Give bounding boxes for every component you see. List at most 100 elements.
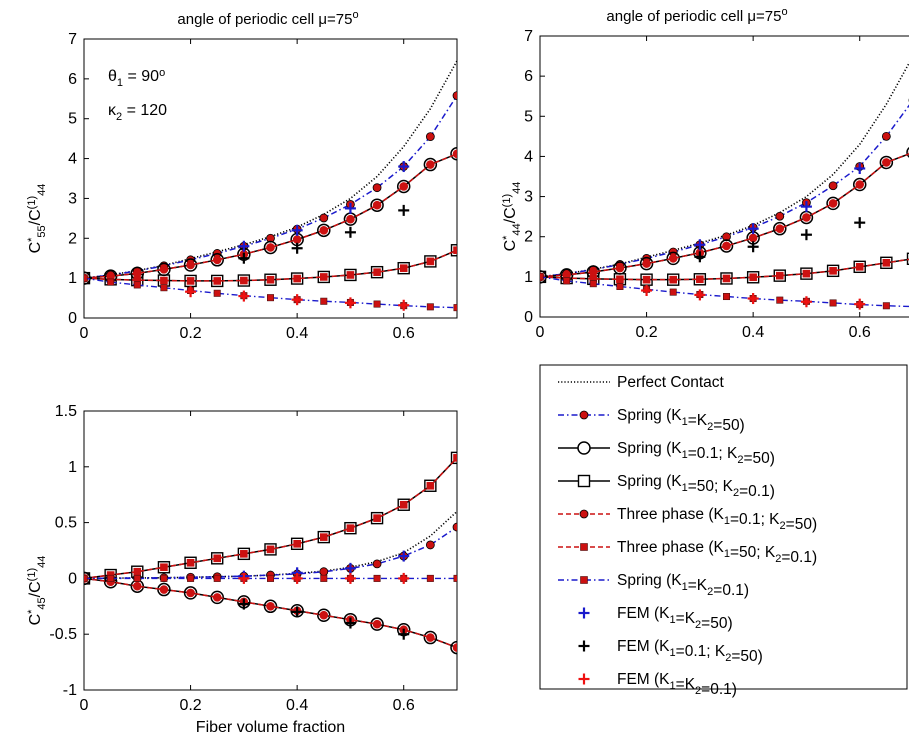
data-point	[450, 147, 457, 161]
series-line	[540, 276, 909, 308]
data-point	[424, 255, 437, 268]
data-point	[266, 545, 275, 554]
data-point	[263, 240, 278, 255]
series-5	[84, 149, 457, 283]
data-point	[293, 540, 301, 548]
legend-label: Spring (K1=K2=50)	[617, 407, 745, 434]
data-point	[425, 132, 435, 142]
data-point	[802, 269, 811, 278]
data-point	[396, 179, 411, 194]
legend-item-7: Spring (K1=K2=0.1)	[558, 572, 749, 599]
legend: Perfect Contact Spring (K1=K2=50) Spring (…	[539, 364, 908, 698]
legend-box	[539, 364, 908, 690]
data-point	[452, 149, 457, 159]
data-point	[187, 574, 195, 582]
data-point	[722, 241, 731, 251]
data-point	[183, 586, 198, 600]
x-tick-label: 0	[536, 324, 545, 341]
data-point	[450, 451, 457, 465]
data-point	[399, 182, 409, 191]
data-point	[320, 574, 328, 582]
data-point	[266, 233, 275, 243]
data-point	[666, 251, 680, 266]
y-tick-label: 1	[68, 459, 77, 476]
series-5	[84, 574, 457, 652]
y-tick-label: 4	[524, 148, 533, 165]
data-point	[157, 561, 171, 574]
fem-point	[291, 242, 303, 254]
legend-label: Spring (K1=0.1; K2=50)	[617, 440, 775, 467]
fem-series-3	[185, 286, 410, 311]
data-point	[373, 300, 381, 308]
fem-point	[344, 562, 356, 574]
y-tick-label: -0.5	[49, 626, 77, 643]
data-point	[882, 302, 890, 310]
data-point	[212, 255, 222, 265]
data-point	[423, 157, 438, 172]
fem-point	[398, 161, 410, 173]
plot-marks	[84, 451, 457, 655]
series-5	[540, 150, 909, 282]
data-point	[132, 581, 142, 591]
data-point	[266, 574, 274, 582]
legend-item-8: FEM (K1=K2=50)	[578, 605, 733, 632]
data-point	[317, 223, 331, 238]
data-point	[719, 239, 734, 253]
fem-point	[344, 202, 356, 214]
y-tick-label: 3	[68, 190, 77, 207]
fem-series-1	[238, 161, 410, 252]
data-point	[346, 271, 355, 279]
fem-point	[747, 293, 759, 305]
y-tick-label: 0	[68, 310, 77, 327]
legend-item-2: Spring (K1=K2=50)	[558, 407, 745, 434]
chart-title: angle of periodic cell μ=75o	[177, 9, 358, 28]
fem-point	[344, 617, 356, 629]
data-point	[425, 540, 435, 550]
x-tick-label: 0.6	[393, 325, 415, 342]
y-tick-label: -1	[63, 682, 77, 699]
data-point	[132, 269, 142, 278]
data-point	[880, 256, 893, 270]
fem-point	[238, 598, 250, 610]
legend-label: Three phase (K1=50; K2=0.1)	[617, 539, 817, 566]
data-point	[828, 181, 838, 191]
x-tick-label: 0.4	[286, 697, 308, 714]
data-point	[372, 619, 382, 629]
data-point	[160, 284, 168, 292]
y-tick-label: 0	[68, 570, 77, 587]
chart-title: angle of periodic cell μ=75o	[606, 6, 787, 25]
fem-point	[854, 162, 866, 174]
chart-panel-1: 0 0.2 0.4 0.6 0 1 2 3 4 5 6 7 angle of periodic cell…	[26, 9, 458, 342]
data-point	[290, 537, 304, 551]
fem-series-2	[238, 598, 410, 640]
data-point	[266, 601, 275, 611]
y-axis-label: C*45/C(1)44	[26, 556, 48, 626]
x-tick-label: 0.2	[179, 325, 201, 342]
legend-marker	[578, 673, 590, 685]
data-point	[453, 454, 457, 462]
series-line	[84, 277, 457, 309]
data-point	[828, 199, 838, 208]
fem-point	[238, 290, 250, 302]
legend-marker	[580, 576, 588, 584]
legend-marker	[579, 509, 589, 519]
data-point	[370, 265, 384, 279]
data-point	[266, 243, 275, 252]
data-point	[589, 280, 597, 288]
series-line	[84, 526, 457, 580]
data-point	[775, 211, 785, 221]
data-point	[540, 270, 547, 284]
data-point	[184, 556, 197, 569]
data-point	[319, 213, 329, 223]
y-tick-label: 4	[68, 151, 77, 168]
data-point	[616, 282, 624, 290]
data-point	[775, 224, 785, 233]
legend-label: FEM (K1=0.1; K2=50)	[617, 638, 763, 665]
fem-series-2	[694, 217, 866, 263]
data-point	[317, 608, 331, 622]
legend-item-9: FEM (K1=0.1; K2=50)	[578, 638, 763, 665]
x-tick-label: 0.4	[286, 325, 308, 342]
data-point	[452, 522, 457, 532]
data-point	[213, 277, 222, 285]
